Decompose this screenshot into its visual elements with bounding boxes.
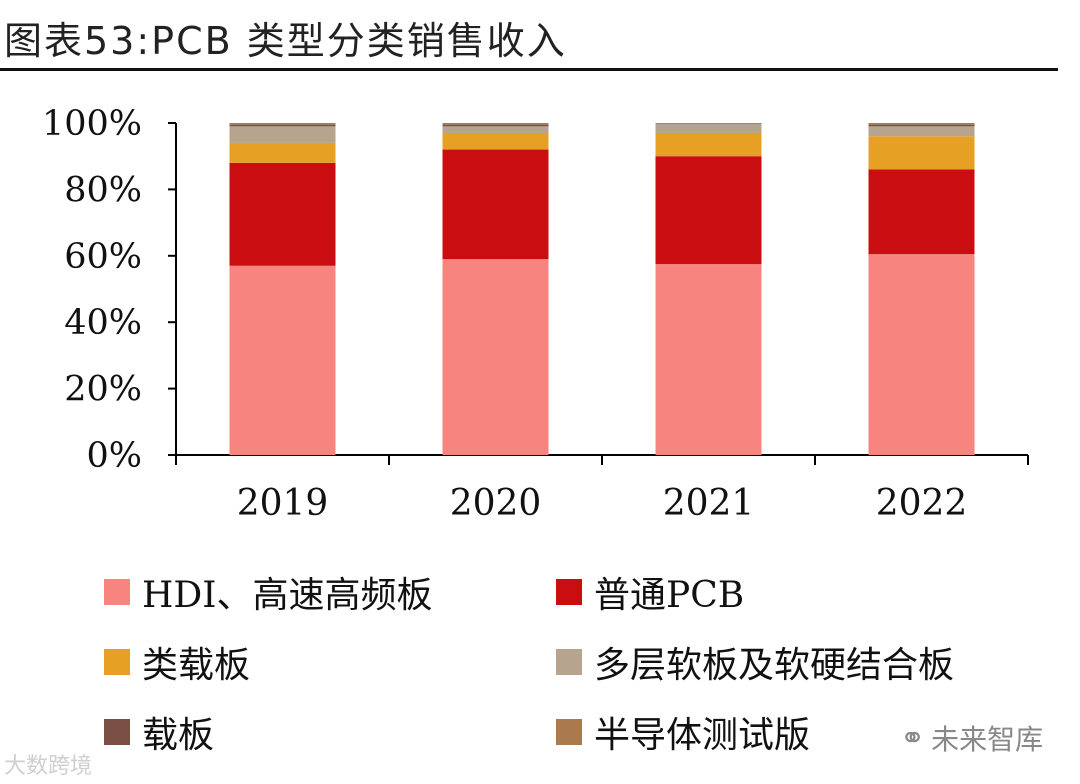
bar-segment — [442, 124, 549, 127]
bar-segment — [229, 162, 336, 266]
watermark-right: ⚭ 未来智库 — [900, 718, 1043, 758]
watermark-left: 大数跨境 — [4, 754, 93, 779]
legend-swatch — [556, 579, 582, 605]
y-tick-label: 60% — [64, 237, 142, 277]
bar-segment — [229, 123, 336, 125]
stacked-bar-chart: 0% 20% 40% 60% 80% 100% 2019 2020 2021 2022 — [42, 104, 1029, 524]
bar-segment — [229, 124, 336, 127]
legend-swatch — [104, 719, 130, 745]
bar-segment — [655, 264, 762, 455]
legend-item-semiconductor-test: 半导体测试版 — [556, 706, 810, 758]
bar-segment — [868, 124, 975, 127]
x-tick-label: 2020 — [450, 483, 542, 524]
x-tick-label: 2019 — [237, 483, 329, 524]
x-tick-label: 2022 — [876, 483, 968, 524]
bar-segment — [655, 123, 762, 133]
bar-segment — [442, 123, 549, 125]
x-tick-label: 2021 — [663, 483, 755, 524]
bar-segment — [442, 149, 549, 260]
legend-item-substrate-like: 类载板 — [104, 636, 250, 688]
legend-swatch — [556, 719, 582, 745]
y-tick-label: 80% — [64, 170, 142, 210]
bar-segment — [229, 265, 336, 455]
watermark-right-label: 未来智库 — [931, 723, 1044, 756]
legend-swatch — [104, 579, 130, 605]
bar-segment — [868, 136, 975, 170]
title-divider — [0, 68, 1058, 71]
bar-segment — [229, 142, 336, 163]
bar-segment — [655, 123, 762, 124]
y-tick-label: 20% — [64, 370, 142, 410]
legend-item-hdi: HDI、高速高频板 — [104, 566, 432, 618]
legend-item-normal-pcb: 普通PCB — [556, 566, 744, 618]
legend-item-flex-rigid: 多层软板及软硬结合板 — [556, 636, 954, 688]
bar-segment — [442, 132, 549, 150]
legend-label: 多层软板及软硬结合板 — [594, 645, 955, 686]
y-tick-label: 40% — [64, 303, 142, 343]
bar-segment — [655, 132, 762, 157]
bar-segment — [868, 126, 975, 137]
legend-swatch — [556, 649, 582, 675]
bar-segment — [868, 254, 975, 455]
legend-label: 载板 — [142, 715, 215, 756]
chart-title: 图表53:PCB 类型分类销售收入 — [4, 19, 567, 63]
y-tick-label: 0% — [86, 436, 142, 476]
bar-segment — [655, 156, 762, 265]
bar-segment — [442, 126, 549, 133]
legend-swatch — [104, 649, 130, 675]
legend-item-substrate: 载板 — [104, 706, 214, 758]
bar-segment — [442, 259, 549, 455]
bar-segment — [868, 123, 975, 125]
wechat-icon: ⚭ — [900, 720, 926, 756]
bar-segment — [229, 126, 336, 143]
legend-label: 类载板 — [142, 645, 251, 686]
legend-label: HDI、高速高频板 — [142, 575, 433, 616]
legend-label: 普通PCB — [594, 575, 745, 616]
legend-label: 半导体测试版 — [594, 715, 811, 756]
y-tick-label: 100% — [42, 104, 142, 144]
bar-segment — [868, 169, 975, 255]
